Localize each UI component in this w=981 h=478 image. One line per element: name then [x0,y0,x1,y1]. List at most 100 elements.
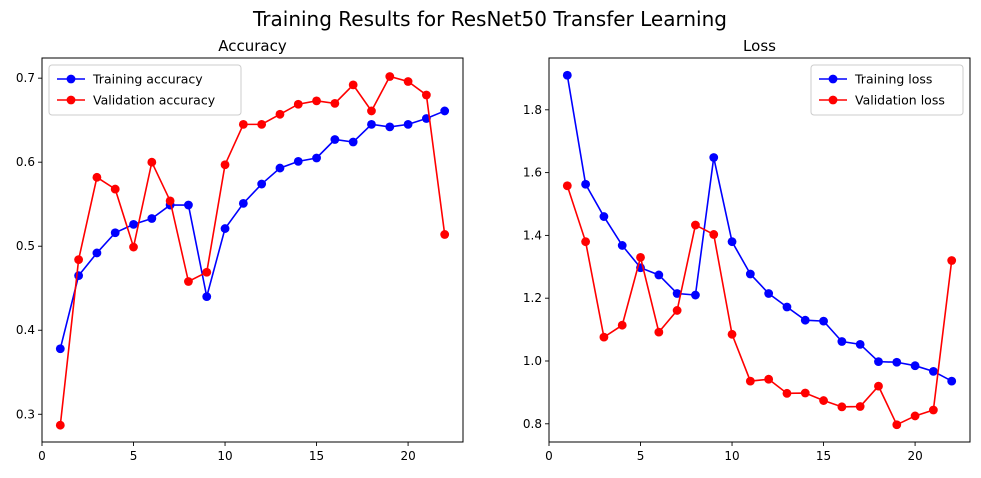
loss-x-tick-label: 10 [724,449,739,463]
loss-legend-label: Validation loss [855,93,945,108]
loss-data-point [654,327,664,337]
accuracy-data-point [165,196,175,206]
accuracy-data-point [257,119,267,129]
accuracy-data-point [257,179,267,189]
accuracy-data-point [367,119,376,129]
accuracy-data-point [74,271,84,281]
loss-data-point [691,290,700,300]
accuracy-data-point [348,137,358,147]
loss-data-point [837,337,847,346]
loss-title: Loss [743,37,776,55]
loss-data-point [947,256,957,265]
loss-data-point [599,332,609,342]
loss-data-point [727,329,737,339]
loss-data-point [910,361,920,371]
loss-data-point [910,411,920,421]
accuracy-legend-box [48,64,242,116]
loss-series-line-1 [566,185,953,426]
accuracy-data-point [238,198,248,208]
accuracy-y-tick-label: 0.6 [16,155,35,169]
accuracy-y-tick-label: 0.3 [16,407,35,421]
loss-y-tick-label: 1.4 [523,228,542,242]
accuracy-data-point [129,242,138,252]
accuracy-data-point [129,219,138,229]
accuracy-x-tick-label: 20 [400,449,415,463]
loss-y-tick-label: 1.8 [523,103,542,117]
accuracy-data-point [238,119,248,129]
accuracy-chart: Accuracy 0 5 10 15 20 0.3 0.4 0.5 0.6 0.7 Training … [16,37,464,463]
loss-data-point [837,402,847,412]
accuracy-data-point [92,248,102,258]
loss-axes-frame [548,57,971,443]
accuracy-data-point [184,277,193,286]
loss-data-point [617,320,627,330]
accuracy-data-point [330,135,340,144]
loss-data-point [855,339,865,349]
accuracy-data-point [275,109,285,119]
accuracy-data-point [220,160,230,170]
accuracy-data-point [110,184,120,194]
loss-data-point [928,366,938,376]
accuracy-data-point [440,106,450,116]
loss-data-point [800,388,810,398]
accuracy-data-point [147,214,157,223]
loss-legend-swatch-marker [828,95,838,105]
loss-data-point [764,374,774,384]
accuracy-data-point [74,255,84,265]
loss-data-point [819,396,828,405]
accuracy-data-point [184,200,193,210]
accuracy-data-point [55,344,65,354]
loss-data-point [764,289,774,298]
loss-y-tick-label: 0.8 [523,417,542,431]
loss-data-point [928,405,938,415]
accuracy-data-point [421,90,431,100]
loss-y-tick-label: 1.0 [523,354,542,368]
loss-legend-label: Training loss [854,72,932,87]
loss-data-point [892,420,902,430]
accuracy-title: Accuracy [218,37,287,55]
accuracy-legend-label: Training accuracy [92,72,203,87]
loss-data-point [581,179,591,189]
accuracy-data-point [385,122,395,132]
accuracy-data-point [110,228,120,238]
loss-x-tick-label: 0 [545,449,553,463]
accuracy-data-point [330,98,340,108]
accuracy-data-point [403,77,413,86]
accuracy-x-tick-label: 0 [38,449,46,463]
accuracy-x-tick-label: 5 [130,449,138,463]
loss-data-point [599,212,609,221]
accuracy-x-tick-label: 15 [309,449,324,463]
accuracy-data-point [293,156,303,166]
loss-data-point [562,70,572,80]
loss-y-tick-label: 1.6 [523,166,542,180]
accuracy-data-point [202,267,212,277]
accuracy-legend-swatch-marker [66,95,76,105]
loss-data-point [819,316,828,326]
accuracy-legend-label: Validation accuracy [93,93,216,108]
accuracy-data-point [312,153,321,163]
loss-data-point [782,388,792,398]
loss-series-line-0 [566,75,953,382]
accuracy-data-point [92,172,102,182]
accuracy-data-point [55,420,65,430]
loss-data-point [672,289,682,298]
loss-data-point [947,376,957,386]
accuracy-data-point [348,80,358,90]
loss-data-point [672,306,682,315]
loss-x-tick-label: 15 [816,449,831,463]
accuracy-data-point [385,72,395,81]
loss-data-point [562,181,572,191]
loss-data-point [745,376,755,386]
accuracy-y-tick-label: 0.4 [16,323,35,337]
accuracy-axes-frame [41,57,464,443]
loss-chart: Loss 0 5 10 15 20 0.8 1.0 1.2 1.4 1.6 1.8 Training l… [523,37,971,463]
loss-legend-box [810,64,964,116]
loss-data-point [727,237,737,247]
accuracy-data-point [367,106,376,116]
loss-data-point [855,402,865,411]
loss-data-point [874,357,883,367]
accuracy-y-tick-label: 0.7 [16,71,35,85]
loss-data-point [691,220,700,230]
accuracy-series-line-0 [59,110,446,349]
